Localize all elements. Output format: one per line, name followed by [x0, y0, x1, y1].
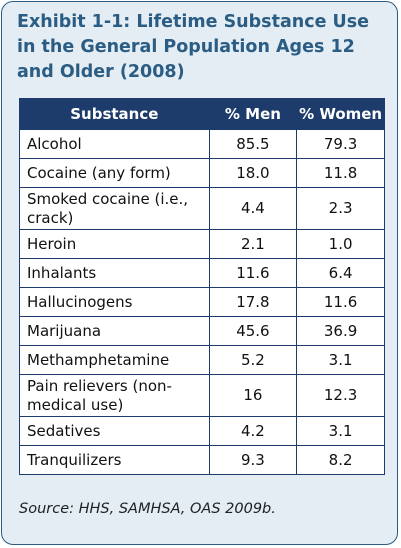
table-row: Tranquilizers 9.3 8.2 — [19, 445, 385, 475]
table-row: Methamphetamine 5.2 3.1 — [19, 345, 385, 375]
men-cell: 9.3 — [208, 445, 298, 475]
table-row: Cocaine (any form) 18.0 11.8 — [19, 158, 385, 188]
men-cell: 16 — [208, 374, 298, 417]
men-cell: 5.2 — [208, 345, 298, 375]
header-women: % Women — [296, 98, 385, 130]
men-cell: 11.6 — [208, 258, 298, 288]
substance-cell: Tranquilizers — [19, 445, 210, 475]
substance-cell: Hallucinogens — [19, 287, 210, 317]
women-cell: 36.9 — [296, 316, 385, 346]
substance-cell: Inhalants — [19, 258, 210, 288]
table-row: Inhalants 11.6 6.4 — [19, 258, 385, 288]
women-cell: 3.1 — [296, 416, 385, 446]
men-cell: 85.5 — [208, 129, 298, 159]
women-cell: 12.3 — [296, 374, 385, 417]
substance-cell: Pain relievers (non-medical use) — [19, 374, 210, 417]
men-cell: 45.6 — [208, 316, 298, 346]
substance-cell: Cocaine (any form) — [19, 158, 210, 188]
men-cell: 4.2 — [208, 416, 298, 446]
women-cell: 6.4 — [296, 258, 385, 288]
women-cell: 79.3 — [296, 129, 385, 159]
women-cell: 3.1 — [296, 345, 385, 375]
substance-cell: Methamphetamine — [19, 345, 210, 375]
table-row: Sedatives 4.2 3.1 — [19, 416, 385, 446]
header-substance: Substance — [19, 98, 210, 130]
women-cell: 11.6 — [296, 287, 385, 317]
women-cell: 1.0 — [296, 229, 385, 259]
substance-cell: Marijuana — [19, 316, 210, 346]
table-row: Marijuana 45.6 36.9 — [19, 316, 385, 346]
women-cell: 8.2 — [296, 445, 385, 475]
substance-use-table: Substance % Men % Women Alcohol 85.5 79.… — [19, 98, 385, 475]
substance-cell: Sedatives — [19, 416, 210, 446]
header-men: % Men — [208, 98, 298, 130]
table-row: Smoked cocaine (i.e., crack) 4.4 2.3 — [19, 187, 385, 230]
exhibit-title: Exhibit 1-1: Lifetime Substance Use in t… — [17, 12, 370, 82]
substance-cell: Smoked cocaine (i.e., crack) — [19, 187, 210, 230]
table-row: Alcohol 85.5 79.3 — [19, 129, 385, 159]
table-header-row: Substance % Men % Women — [19, 98, 385, 130]
women-cell: 11.8 — [296, 158, 385, 188]
men-cell: 17.8 — [208, 287, 298, 317]
substance-cell: Alcohol — [19, 129, 210, 159]
men-cell: 2.1 — [208, 229, 298, 259]
substance-cell: Heroin — [19, 229, 210, 259]
source-note: Source: HHS, SAMHSA, OAS 2009b. — [19, 501, 276, 517]
table-row: Heroin 2.1 1.0 — [19, 229, 385, 259]
men-cell: 18.0 — [208, 158, 298, 188]
table-row: Pain relievers (non-medical use) 16 12.3 — [19, 374, 385, 417]
women-cell: 2.3 — [296, 187, 385, 230]
table-row: Hallucinogens 17.8 11.6 — [19, 287, 385, 317]
men-cell: 4.4 — [208, 187, 298, 230]
